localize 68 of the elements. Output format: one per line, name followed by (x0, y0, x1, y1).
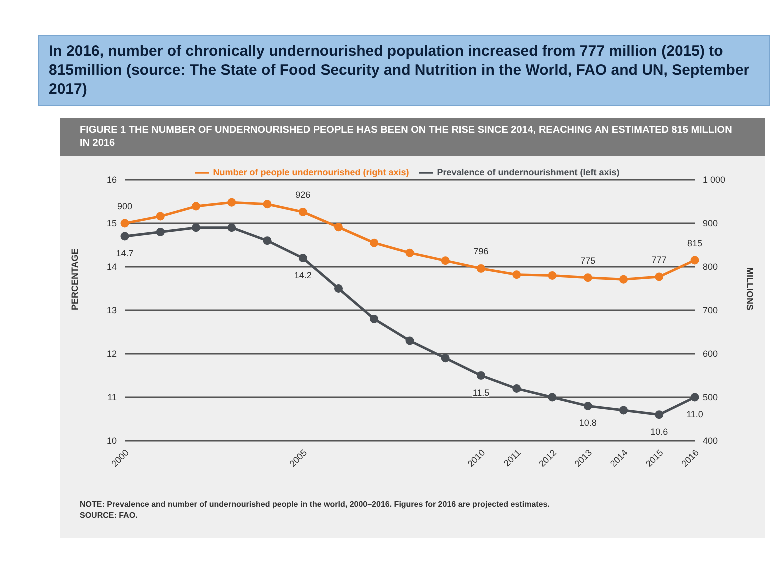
legend-label: Prevalence of undernourishment (left axis) (437, 167, 620, 178)
y-tick-label: 10 (106, 436, 117, 446)
data-label: 777 (652, 255, 667, 266)
data-label: 926 (296, 190, 311, 200)
point (334, 284, 343, 293)
y-tick-label: 12 (106, 349, 117, 360)
y2-tick-label: 600 (703, 349, 718, 360)
point (228, 224, 236, 232)
point (228, 198, 236, 207)
point (690, 256, 700, 265)
y2-tick-label: 700 (703, 306, 718, 316)
point (690, 393, 700, 402)
point (584, 274, 592, 282)
point (548, 271, 557, 280)
data-label: 815 (687, 238, 703, 248)
point (477, 372, 486, 380)
point (298, 208, 308, 216)
data-label: 796 (474, 246, 489, 257)
point (512, 384, 522, 394)
point (584, 402, 592, 410)
chart-subtitle: FIGURE 1 THE NUMBER OF UNDERNOURISHED PEOPLE HAS BEEN ON THE RISE SINCE 2014, REACHING AN ESTIMATED 815 MILLION IN 2016 (60, 118, 765, 156)
point (192, 202, 200, 211)
point (406, 336, 414, 346)
y2-axis-title: MILLIONS (744, 268, 755, 310)
chart-title: In 2016, number of chronically undernourished population increased from 777 million (2015) to 815million (source: The State of Food Security and Nutrition in the World, FAO and UN, September 2017) (38, 35, 770, 106)
point (620, 406, 628, 415)
data-label: 900 (117, 202, 133, 212)
point (263, 200, 272, 209)
y-tick-label: 16 (106, 175, 117, 186)
point (441, 354, 450, 363)
point (512, 270, 522, 280)
y2-tick-label: 800 (703, 262, 718, 272)
data-label: 10.6 (650, 426, 668, 437)
point (370, 238, 379, 248)
text: NOTE: Prevalence and number of undernourished people in the world, 2000–2016. Figures for 2016 are projected estimates. (79, 500, 551, 509)
y2-tick-label: 900 (703, 218, 718, 229)
point (263, 236, 272, 246)
point (406, 248, 414, 258)
source-note: SOURCE: FAO. (79, 511, 139, 520)
y2-tick-label: 500 (703, 392, 718, 403)
data-label: 775 (580, 256, 596, 266)
y-axis-title: PERCENTAGE (70, 248, 80, 310)
point (298, 254, 308, 263)
y-tick-label: 14 (106, 262, 117, 272)
point (370, 314, 379, 324)
y-tick-label: 13 (106, 306, 117, 316)
point (548, 393, 557, 402)
point (120, 232, 130, 241)
data-label: 10.8 (579, 418, 597, 428)
point (620, 275, 628, 284)
data-label: 14.7 (116, 248, 134, 259)
point (334, 223, 343, 232)
point (156, 228, 165, 236)
data-label: 11.5 (472, 388, 490, 398)
point (477, 264, 486, 273)
point (655, 272, 664, 282)
y2-tick-label: 400 (703, 436, 718, 446)
point (655, 410, 664, 420)
data-label: 14.2 (294, 270, 312, 280)
point (192, 224, 200, 232)
point (441, 256, 450, 266)
point (156, 212, 165, 221)
point (120, 219, 130, 228)
y-tick-label: 15 (106, 218, 117, 229)
data-label: 11.0 (686, 410, 704, 420)
y2-tick-label: 1 000 (703, 175, 726, 186)
y-tick-label: 11 (108, 392, 117, 403)
legend-label: Number of people undernourished (right axis) (213, 167, 410, 178)
